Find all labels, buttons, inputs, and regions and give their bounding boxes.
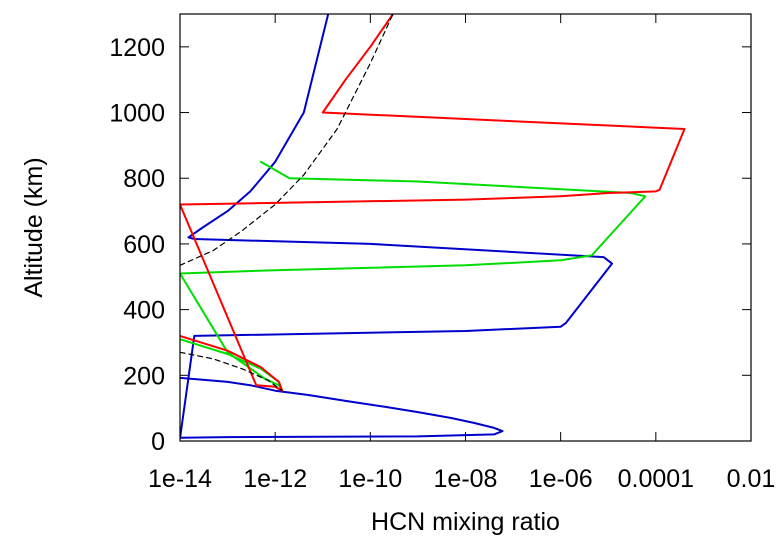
tick-labels-layer: 1e-14 1e-12 1e-10 1e-08 1e-06 0.0001 0.01 0 200 4…: [109, 34, 775, 493]
x-tick-label: 0.01: [727, 465, 776, 493]
y-tick-label: 1200: [109, 34, 165, 62]
series-line-2: [180, 14, 686, 392]
series-layer: [180, 14, 686, 440]
series-line-4: [180, 14, 394, 266]
y-tick-label: 600: [123, 231, 165, 259]
y-tick-label: 800: [123, 165, 165, 193]
x-tick-label: 1e-12: [243, 465, 307, 493]
x-tick-label: 0.0001: [618, 465, 694, 493]
x-tick-label: 1e-06: [529, 465, 593, 493]
plot-frame: [179, 13, 752, 442]
y-tick-label: 400: [123, 297, 165, 325]
x-tick-label: 1e-08: [434, 465, 498, 493]
series-line-0: [180, 14, 613, 440]
y-tick-label: 1000: [109, 100, 165, 128]
ticks-layer: [179, 14, 752, 442]
x-tick-label: 1e-14: [148, 465, 212, 493]
series-line-3: [180, 351, 283, 392]
x-axis-title: HCN mixing ratio: [371, 508, 560, 536]
x-tick-label: 1e-10: [338, 465, 402, 493]
y-axis-title: Altitude (km): [20, 157, 48, 297]
y-tick-label: 0: [151, 428, 165, 456]
y-tick-label: 200: [123, 362, 165, 390]
